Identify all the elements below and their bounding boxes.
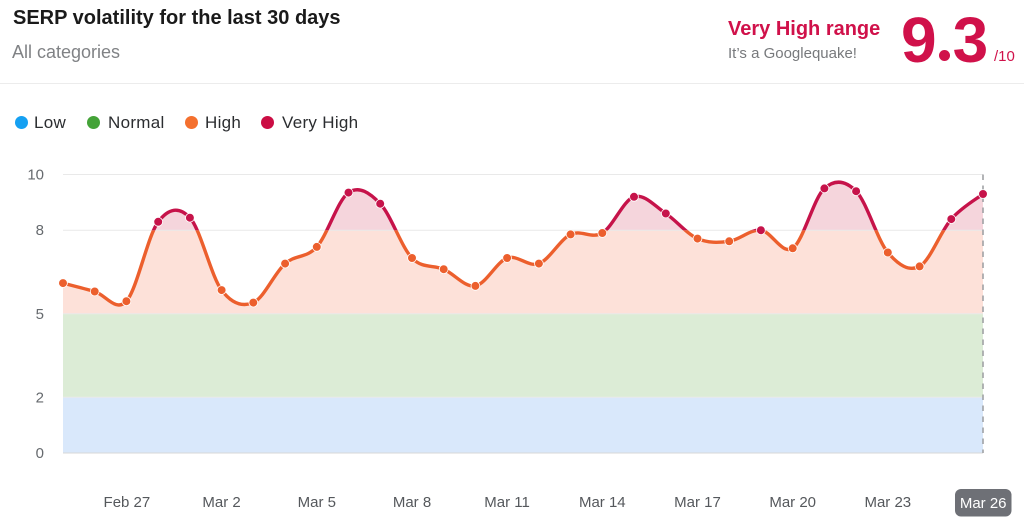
svg-text:Mar 2: Mar 2 <box>202 494 240 511</box>
svg-text:Mar 23: Mar 23 <box>864 494 911 511</box>
svg-text:8: 8 <box>36 222 44 239</box>
svg-text:2: 2 <box>36 389 44 406</box>
svg-text:Mar 11: Mar 11 <box>484 494 530 511</box>
svg-text:Mar 5: Mar 5 <box>298 494 336 511</box>
svg-text:Mar 14: Mar 14 <box>579 494 626 511</box>
svg-text:0: 0 <box>36 445 44 462</box>
svg-text:Mar 17: Mar 17 <box>674 494 721 511</box>
svg-text:Mar 8: Mar 8 <box>393 494 431 511</box>
svg-text:Feb 27: Feb 27 <box>104 494 151 511</box>
svg-text:10: 10 <box>27 167 44 184</box>
svg-text:Mar 26: Mar 26 <box>960 495 1007 512</box>
svg-text:5: 5 <box>36 306 44 323</box>
svg-text:Mar 20: Mar 20 <box>769 494 816 511</box>
